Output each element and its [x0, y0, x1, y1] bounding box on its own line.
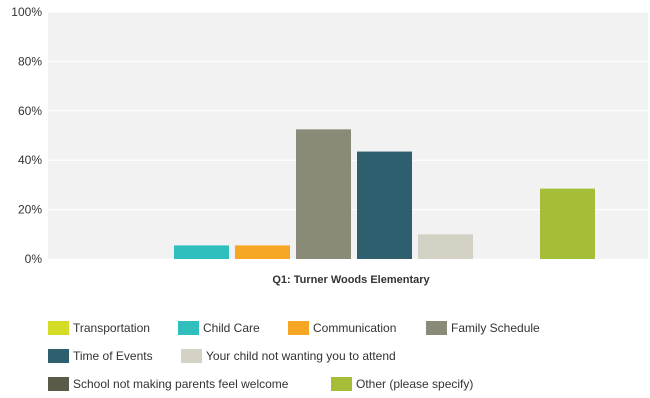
- bar-chart: 0% 20% 40% 60% 80% 100% Q1: Turner Woods Elem…: [11, 5, 648, 286]
- legend-label: Transportation: [73, 321, 150, 335]
- legend-item-child-not-wanting: Your child not wanting you to attend: [181, 349, 396, 363]
- y-tick-label: 20%: [18, 203, 42, 217]
- legend-row: School not making parents feel welcome O…: [48, 370, 648, 398]
- bar-other-please-specify: [540, 188, 595, 259]
- legend-label: School not making parents feel welcome: [73, 377, 289, 391]
- y-tick-label: 100%: [11, 5, 42, 19]
- bar-communication: [235, 245, 290, 259]
- legend-item-time-of-events: Time of Events: [48, 349, 181, 363]
- y-tick-label: 80%: [18, 54, 42, 68]
- bars: [174, 129, 595, 259]
- legend-swatch: [288, 321, 309, 335]
- legend-item-child-care: Child Care: [178, 321, 288, 335]
- legend-label: Child Care: [203, 321, 260, 335]
- legend-swatch: [48, 349, 69, 363]
- legend-item-family-schedule: Family Schedule: [426, 321, 540, 335]
- legend-row: Time of Events Your child not wanting yo…: [48, 342, 648, 370]
- legend-swatch: [426, 321, 447, 335]
- legend-item-transportation: Transportation: [48, 321, 178, 335]
- legend-item-communication: Communication: [288, 321, 426, 335]
- bar-family-schedule: [296, 129, 351, 259]
- legend-swatch: [48, 321, 69, 335]
- legend-swatch: [331, 377, 352, 391]
- x-category-label: Q1: Turner Woods Elementary: [272, 274, 430, 286]
- legend-label: Communication: [313, 321, 397, 335]
- legend-item-other: Other (please specify): [331, 377, 473, 391]
- bar-your-child-not-wanting-you-to-attend: [418, 234, 473, 259]
- bar-child-care: [174, 245, 229, 259]
- legend-label: Other (please specify): [356, 377, 474, 391]
- y-axis-ticks: 0% 20% 40% 60% 80% 100%: [11, 5, 42, 266]
- legend: Transportation Child Care Communication …: [48, 314, 648, 398]
- legend-swatch: [48, 377, 69, 391]
- legend-swatch: [181, 349, 202, 363]
- legend-item-school-not-welcoming: School not making parents feel welcome: [48, 377, 331, 391]
- legend-label: Family Schedule: [451, 321, 540, 335]
- y-tick-label: 60%: [18, 104, 42, 118]
- legend-label: Your child not wanting you to attend: [206, 349, 396, 363]
- legend-swatch: [178, 321, 199, 335]
- legend-label: Time of Events: [73, 349, 153, 363]
- y-tick-label: 40%: [18, 153, 42, 167]
- y-tick-label: 0%: [25, 252, 43, 266]
- bar-time-of-events: [357, 151, 412, 259]
- legend-row: Transportation Child Care Communication …: [48, 314, 648, 342]
